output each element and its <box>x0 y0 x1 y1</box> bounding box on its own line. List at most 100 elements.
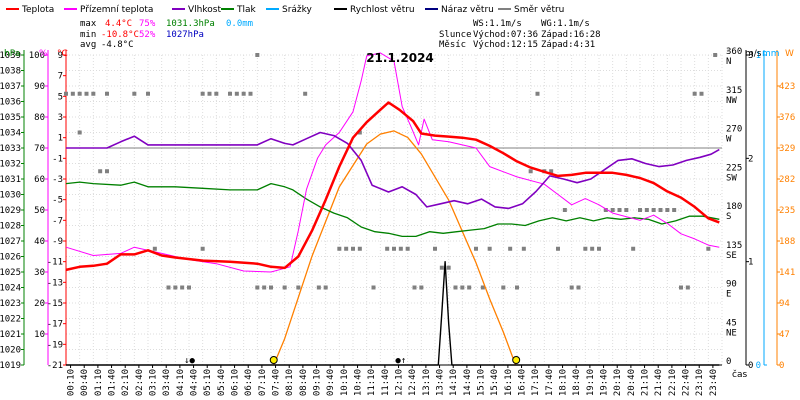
info-sun-set: Západ:16:28 <box>541 30 601 40</box>
wind-direction-point <box>200 91 205 96</box>
axis-tick-label-pressure: 1026 <box>0 253 21 263</box>
wind-direction-point <box>597 246 601 251</box>
axis-tick-label-radiation: 0 <box>779 361 784 371</box>
axis-tick-label-temperature: 1 <box>58 134 63 144</box>
stat-min-label: min <box>80 30 96 40</box>
wind-direction-point <box>166 285 171 290</box>
axis-title-pressure: hPa <box>4 49 20 59</box>
x-axis-tick-label: 05:40 <box>217 369 227 396</box>
info-sun-rise: Východ:07:36 <box>473 30 538 40</box>
x-axis-tick-label: 06:40 <box>244 369 254 396</box>
wind-direction-point <box>64 91 68 96</box>
axis-tick-label-pressure: 1027 <box>0 237 21 247</box>
axis-tick-label-radiation: 376 <box>779 113 795 123</box>
axis-tick-label-temperature: -19 <box>47 340 63 350</box>
axis-title-rain: mm <box>762 49 780 59</box>
wind-direction-point <box>460 285 465 290</box>
wind-direction-point <box>357 130 362 135</box>
info-moon-set: Západ:4:31 <box>541 40 595 50</box>
axis-title-wind: m/s <box>745 49 762 59</box>
wind-direction-point <box>207 91 212 96</box>
wind-direction-point <box>228 91 232 96</box>
wind-direction-point <box>501 285 506 290</box>
axis-tick-label-temperature: 7 <box>58 72 63 82</box>
x-axis-tick-label: 02:40 <box>135 369 145 396</box>
wind-direction-point <box>569 285 574 290</box>
x-axis-tick-label: 14:40 <box>463 369 473 396</box>
axis-tick-label-temperature: -1 <box>52 154 63 164</box>
axis-tick-label-wind: 1 <box>748 258 753 268</box>
series-line-vlhkost <box>66 131 720 210</box>
wind-direction-point <box>508 246 513 251</box>
axis-tick-label-temperature: -15 <box>47 299 63 309</box>
axis-tick-label-direction: 270 <box>726 125 742 135</box>
x-axis-tick-label: 11:40 <box>381 369 391 396</box>
axis-tick-label-direction-name: E <box>726 290 731 300</box>
x-axis-tick-label: 09:40 <box>326 369 336 396</box>
axes: 1019102010211022102310241025102610271028… <box>0 47 795 396</box>
axis-tick-label-pressure: 1038 <box>0 67 21 77</box>
x-axis-tick-label: 21:10 <box>641 369 651 396</box>
axis-tick-label-direction-name: S <box>726 212 731 222</box>
wind-direction-point <box>515 285 519 290</box>
axis-title-humidity: % <box>39 49 48 59</box>
x-axis-tick-label: 19:40 <box>600 369 610 396</box>
info-sun-label: Slunce <box>439 30 472 40</box>
axis-tick-label-humidity: 10 <box>34 330 45 340</box>
axis-tick-label-direction: 45 <box>726 318 737 328</box>
x-axis-tick-label: 09:10 <box>313 369 323 396</box>
axis-title-radiation: W <box>785 49 794 59</box>
axis-tick-label-direction-name: W <box>726 135 732 145</box>
wind-direction-point <box>685 285 690 290</box>
x-axis-tick-label: 06:10 <box>231 369 241 396</box>
x-axis-tick-label: 16:40 <box>518 369 528 396</box>
axis-tick-label-direction-name: NE <box>726 328 737 338</box>
stat-max-rain: 0.0mm <box>226 19 253 29</box>
wind-direction-point <box>658 208 663 212</box>
axis-tick-label-temperature: 3 <box>58 113 63 123</box>
markers: ↓● ●↑ <box>184 356 521 366</box>
axis-tick-label-direction: 135 <box>726 241 742 251</box>
wind-direction-point <box>187 285 191 290</box>
wind-direction-point <box>412 285 417 290</box>
x-axis-tick-label: 17:40 <box>545 369 555 396</box>
axis-tick-label-radiation: 47 <box>779 330 790 340</box>
axis-tick-label-pressure: 1019 <box>0 361 21 371</box>
series-line-tlak <box>65 181 720 238</box>
x-axis-tick-label: 08:40 <box>299 369 309 396</box>
legend-label: Rychlost větru <box>350 5 415 15</box>
wind-direction-point <box>173 285 178 290</box>
wind-direction-point <box>105 169 109 174</box>
wind-direction-point <box>549 169 554 174</box>
stat-min-temp: -10.8°C <box>101 30 139 40</box>
axis-tick-label-temperature: -21 <box>47 361 63 371</box>
axis-tick-label-wind: 0 <box>748 361 753 371</box>
axis-tick-label-pressure: 1039 <box>0 51 21 61</box>
wind-direction-point <box>337 246 342 251</box>
axis-tick-label-temperature: -9 <box>52 237 63 247</box>
wind-direction-point <box>234 91 239 96</box>
header: 21.1.2024 max 4.4°C 75% 1031.3hPa 0.0mm … <box>4 19 794 380</box>
axis-tick-label-radiation: 282 <box>779 175 795 185</box>
wind-direction-point <box>392 246 396 251</box>
wind-direction-point <box>105 91 109 96</box>
x-axis-tick-label: 17:10 <box>531 369 541 396</box>
moonset-marker: ↓● <box>184 356 195 366</box>
axis-tick-label-pressure: 1030 <box>0 191 21 201</box>
x-axis-tick-label: 13:10 <box>422 369 432 396</box>
axis-tick-label-radiation: 94 <box>779 299 790 309</box>
wind-direction-point <box>583 246 588 251</box>
wind-direction-point <box>706 246 711 251</box>
x-axis-tick-label: 01:10 <box>94 369 104 396</box>
wind-direction-point <box>323 285 328 290</box>
wind-direction-point <box>713 53 718 57</box>
x-axis-tick-label: 04:40 <box>190 369 200 396</box>
axis-tick-label-temperature: -17 <box>47 320 63 330</box>
legend-label: Náraz větru <box>441 5 494 15</box>
axis-tick-label-pressure: 1020 <box>0 346 21 356</box>
axis-tick-label-pressure: 1021 <box>0 330 21 340</box>
axis-tick-label-humidity: 80 <box>34 113 45 123</box>
axis-tick-label-pressure: 1028 <box>0 222 21 232</box>
axis-tick-label-rain: 0 <box>756 361 761 371</box>
